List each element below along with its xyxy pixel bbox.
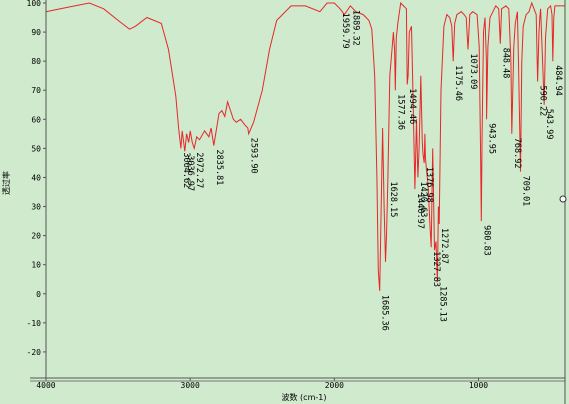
peak-label: 1628.15 (388, 182, 398, 218)
peak-label: 1494.46 (407, 88, 417, 124)
y-tick-label: 50 (31, 144, 41, 153)
y-tick-label: 30 (31, 203, 41, 212)
y-tick-label: 40 (31, 173, 41, 182)
peak-label: 1376.98 (424, 167, 434, 203)
peak-label: 2593.90 (249, 138, 259, 174)
peak-label: 543.99 (544, 109, 554, 140)
peak-label: 980.83 (481, 225, 491, 256)
peak-label: 3036.97 (185, 155, 195, 191)
peak-label: 1327.83 (431, 251, 441, 287)
peak-label: 1685.36 (380, 295, 390, 331)
peak-label: 709.01 (521, 176, 531, 207)
y-tick-label: 20 (31, 232, 41, 241)
peak-label: 1285.13 (437, 286, 447, 322)
x-tick-label: 3000 (181, 381, 200, 390)
peak-label: 3064.62 (181, 152, 191, 188)
peak-label: 1440.97 (415, 193, 425, 229)
peak-label: 1959.79 (340, 13, 350, 49)
y-tick-label: 0 (36, 290, 41, 299)
y-tick-label: 70 (31, 86, 41, 95)
peak-label: 1073.09 (468, 54, 478, 90)
x-axis-title: 波数 (cm-1) (282, 392, 327, 402)
y-tick-label: 80 (31, 57, 41, 66)
peak-label: 590.22 (538, 86, 548, 117)
y-axis-title: 透过率 (1, 171, 11, 195)
spectrum-line (45, 1, 565, 291)
resize-handle[interactable] (559, 195, 567, 203)
y-tick-label: 90 (31, 28, 41, 37)
y-tick-label: -20 (27, 348, 42, 357)
x-tick-label: 4000 (36, 381, 55, 390)
peak-label: 2835.81 (214, 150, 224, 186)
peak-label: 1420.63 (418, 182, 428, 218)
peak-label: 1577.36 (395, 94, 405, 130)
peak-label: 943.95 (487, 123, 497, 154)
y-tick-label: 10 (31, 261, 41, 270)
peak-label: 768.92 (512, 138, 522, 169)
x-tick-label: 1000 (469, 381, 488, 390)
peak-label: 484.94 (553, 65, 563, 96)
x-tick-label: 2000 (325, 381, 344, 390)
y-tick-label: 60 (31, 115, 41, 124)
peak-label: 1889.32 (350, 10, 360, 46)
peak-label: 1175.46 (453, 65, 463, 101)
y-tick-label: 100 (27, 0, 42, 8)
peak-label: 848.48 (500, 48, 510, 79)
y-tick-label: -10 (27, 319, 42, 328)
peak-label: 1272.87 (439, 228, 449, 264)
peak-label: 2972.27 (194, 152, 204, 188)
